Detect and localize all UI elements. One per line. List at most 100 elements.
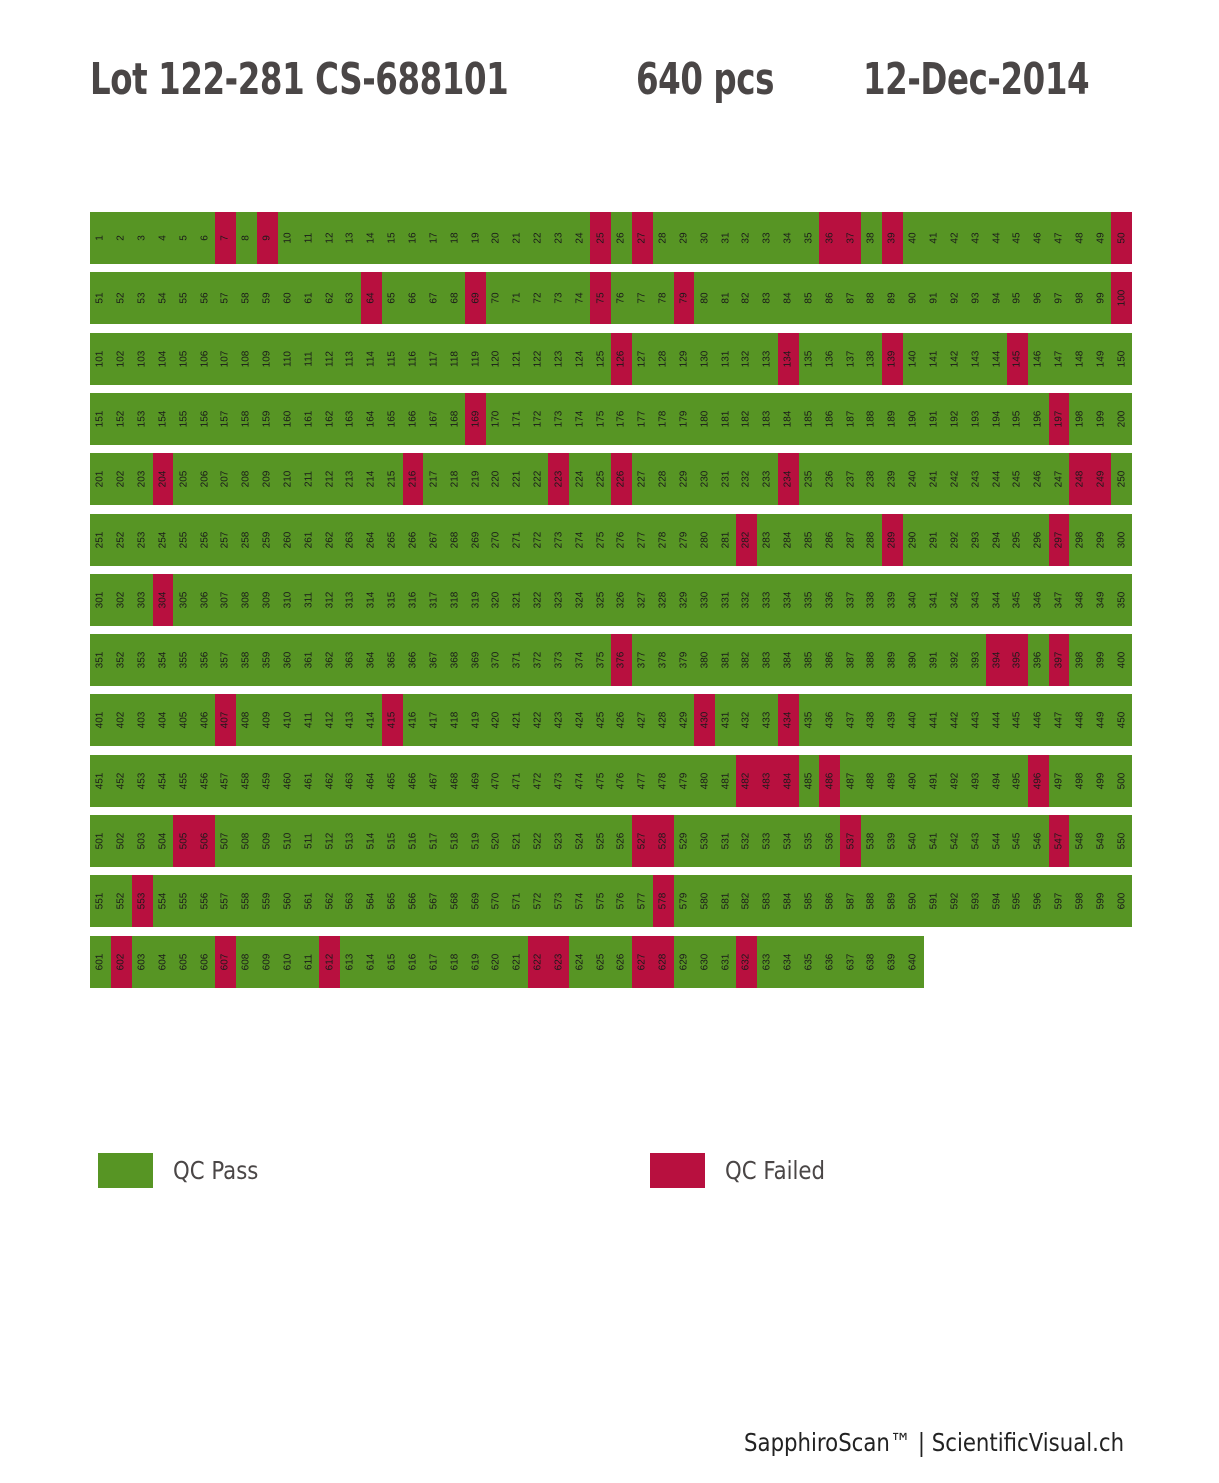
cell-number: 41 bbox=[928, 232, 940, 244]
cell-number: 610 bbox=[282, 953, 294, 970]
cell-pass: 325 bbox=[590, 573, 611, 626]
cell-pass: 563 bbox=[340, 875, 361, 928]
cell-pass: 221 bbox=[506, 453, 528, 506]
cell-number: 37 bbox=[845, 232, 857, 244]
cell-pass: 372 bbox=[527, 634, 549, 687]
cell-pass: 604 bbox=[152, 935, 174, 988]
cell-number: 291 bbox=[928, 531, 940, 548]
cell-pass: 341 bbox=[923, 573, 945, 626]
cell-pass: 228 bbox=[652, 453, 674, 506]
cell-pass: 572 bbox=[527, 875, 549, 928]
cell-pass: 419 bbox=[465, 694, 486, 747]
cell-pass: 129 bbox=[673, 332, 695, 385]
cell-number: 391 bbox=[928, 651, 940, 669]
cell-pass: 67 bbox=[423, 272, 445, 325]
cell-pass: 368 bbox=[444, 634, 466, 687]
cell-number: 482 bbox=[740, 772, 752, 790]
cell-number: 427 bbox=[636, 712, 648, 729]
cell-pass: 54 bbox=[152, 272, 174, 325]
cell-number: 140 bbox=[907, 350, 919, 367]
cell-pass: 617 bbox=[423, 935, 445, 988]
cell-number: 566 bbox=[407, 892, 419, 910]
cell-number: 552 bbox=[115, 892, 127, 910]
cell-number: 630 bbox=[699, 953, 711, 970]
cell-number: 553 bbox=[136, 892, 148, 910]
cell-number: 261 bbox=[303, 531, 315, 548]
cell-number: 9 bbox=[261, 235, 273, 241]
cell-number: 465 bbox=[386, 772, 398, 790]
cell-number: 437 bbox=[845, 712, 857, 729]
cell-number: 572 bbox=[532, 892, 544, 910]
cell-number: 155 bbox=[178, 410, 190, 428]
cell-pass: 347 bbox=[1048, 573, 1070, 626]
cell-number: 46 bbox=[1032, 232, 1044, 244]
cell-pass: 265 bbox=[381, 513, 403, 566]
cell-pass: 89 bbox=[881, 272, 903, 325]
cell-number: 237 bbox=[845, 470, 857, 488]
cell-pass: 497 bbox=[1048, 754, 1070, 807]
cell-number: 606 bbox=[199, 953, 211, 970]
cell-number: 452 bbox=[115, 772, 127, 790]
cell-number: 541 bbox=[928, 832, 940, 850]
cell-number: 3 bbox=[136, 235, 148, 241]
cell-pass: 485 bbox=[798, 754, 820, 807]
cell-number: 119 bbox=[470, 350, 482, 367]
cell-number: 334 bbox=[782, 591, 794, 609]
cell-number: 424 bbox=[574, 712, 586, 729]
cell-pass: 81 bbox=[715, 272, 737, 325]
cell-number: 315 bbox=[386, 591, 398, 609]
cell-number: 494 bbox=[991, 772, 1003, 790]
cell-pass: 310 bbox=[277, 573, 299, 626]
cell-number: 546 bbox=[1032, 832, 1044, 850]
cell-number: 239 bbox=[886, 470, 898, 488]
cell-pass: 189 bbox=[881, 392, 903, 445]
cell-number: 314 bbox=[365, 591, 377, 609]
cell-pass: 517 bbox=[423, 815, 445, 867]
cell-pass: 161 bbox=[298, 392, 320, 445]
cell-number: 8 bbox=[240, 235, 252, 241]
cell-number: 613 bbox=[344, 953, 356, 970]
cell-pass: 58 bbox=[235, 272, 257, 325]
cell-number: 118 bbox=[449, 350, 461, 367]
cell-pass: 299 bbox=[1090, 513, 1112, 566]
cell-number: 390 bbox=[907, 651, 919, 669]
cell-pass: 241 bbox=[923, 453, 945, 506]
cell-pass: 412 bbox=[319, 694, 341, 747]
cell-number: 235 bbox=[803, 470, 815, 488]
cell-pass: 621 bbox=[506, 935, 528, 988]
cell-number: 23 bbox=[553, 232, 565, 244]
cell-number: 143 bbox=[970, 350, 982, 367]
cell-number: 429 bbox=[678, 712, 690, 729]
cell-pass: 152 bbox=[110, 392, 132, 445]
cell-number: 126 bbox=[615, 350, 627, 367]
cell-pass: 349 bbox=[1090, 573, 1112, 626]
cell-number: 233 bbox=[761, 470, 773, 488]
cell-pass: 509 bbox=[256, 815, 278, 867]
cell-pass: 593 bbox=[965, 875, 987, 928]
cell-pass: 555 bbox=[173, 875, 195, 928]
cell-number: 558 bbox=[240, 892, 252, 910]
cell-failed: 139 bbox=[881, 332, 903, 385]
cell-number: 178 bbox=[657, 410, 669, 428]
cell-number: 79 bbox=[678, 292, 690, 304]
cell-failed: 50 bbox=[1111, 212, 1132, 264]
cell-number: 106 bbox=[199, 350, 211, 367]
cell-pass: 470 bbox=[485, 754, 507, 807]
cell-number: 34 bbox=[782, 232, 794, 244]
cell-pass: 552 bbox=[110, 875, 132, 928]
cell-number: 15 bbox=[386, 232, 398, 244]
cell-pass: 51 bbox=[90, 272, 111, 325]
cell-pass: 530 bbox=[694, 815, 716, 867]
cell-number: 68 bbox=[449, 292, 461, 304]
cell-number: 378 bbox=[657, 651, 669, 669]
cell-pass: 535 bbox=[798, 815, 820, 867]
cell-pass: 200 bbox=[1111, 392, 1132, 445]
cell-pass: 614 bbox=[360, 935, 382, 988]
cell-pass: 307 bbox=[215, 573, 236, 626]
cell-number: 531 bbox=[720, 832, 732, 850]
cell-pass: 251 bbox=[90, 513, 111, 566]
cell-number: 129 bbox=[678, 350, 690, 367]
cell-pass: 380 bbox=[694, 634, 716, 687]
cell-number: 269 bbox=[470, 531, 482, 548]
cell-number: 303 bbox=[136, 591, 148, 609]
